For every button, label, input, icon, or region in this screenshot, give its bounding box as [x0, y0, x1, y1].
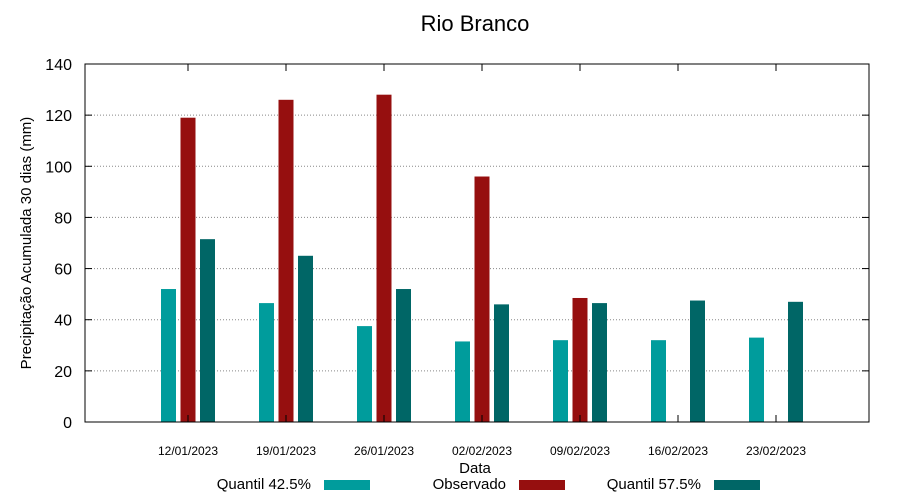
bar-series-2-cat-1 — [298, 255, 313, 422]
y-tick-label-0: 0 — [63, 415, 72, 432]
legend-swatch-1 — [519, 480, 565, 490]
x-tick-label-6: 23/02/2023 — [746, 444, 806, 458]
x-axis-ticks: 12/01/2023 19/01/2023 26/01/2023 02/02/2023… — [158, 64, 806, 458]
bar-series-1-cat-1 — [278, 99, 294, 423]
bar-series-2-cat-2 — [396, 289, 411, 422]
y-tick-label-140: 140 — [45, 57, 72, 74]
x-tick-label-1: 19/01/2023 — [256, 444, 316, 458]
x-tick-label-5: 16/02/2023 — [648, 444, 708, 458]
bar-series-2-cat-5 — [690, 300, 705, 422]
x-tick-label-4: 09/02/2023 — [550, 444, 610, 458]
bar-series-0-cat-6 — [749, 337, 764, 422]
legend: Quantil 42.5% Observado Quantil 57.5% — [217, 476, 760, 493]
legend-swatch-0 — [324, 480, 370, 490]
x-tick-label-3: 02/02/2023 — [452, 444, 512, 458]
y-axis-ticks: 0 20 40 60 80 100 120 140 — [45, 57, 869, 432]
bar-series-0-cat-5 — [651, 340, 666, 422]
bar-series-1-cat-4 — [572, 297, 588, 422]
bar-series-1-cat-3 — [474, 176, 490, 422]
bar-series-0-cat-3 — [455, 341, 470, 422]
bar-series-2-cat-0 — [200, 239, 215, 422]
chart-title: Rio Branco — [421, 11, 530, 36]
x-tick-label-2: 26/01/2023 — [354, 444, 414, 458]
bar-series-2-cat-3 — [494, 304, 509, 422]
bars — [161, 94, 803, 423]
y-tick-label-100: 100 — [45, 159, 72, 176]
bar-series-2-cat-6 — [788, 301, 803, 422]
y-tick-label-40: 40 — [54, 313, 72, 330]
y-axis-label: Precipitação Acumulada 30 dias (mm) — [18, 117, 35, 370]
bar-series-1-cat-0 — [180, 117, 196, 422]
x-axis-label: Data — [459, 460, 491, 477]
bar-series-0-cat-2 — [357, 326, 372, 422]
legend-label-2: Quantil 57.5% — [607, 476, 701, 493]
y-tick-label-120: 120 — [45, 108, 72, 125]
legend-swatch-2 — [714, 480, 760, 490]
x-tick-label-0: 12/01/2023 — [158, 444, 218, 458]
legend-label-0: Quantil 42.5% — [217, 476, 311, 493]
plot-area-frame — [84, 63, 870, 423]
y-tick-label-60: 60 — [54, 262, 72, 279]
bar-series-0-cat-0 — [161, 289, 176, 422]
y-tick-label-80: 80 — [54, 210, 72, 227]
bar-series-2-cat-4 — [592, 303, 607, 422]
bar-series-0-cat-1 — [259, 303, 274, 422]
bar-series-0-cat-4 — [553, 340, 568, 422]
bar-series-1-cat-2 — [376, 94, 392, 422]
legend-label-1: Observado — [433, 476, 506, 493]
y-tick-label-20: 20 — [54, 364, 72, 381]
